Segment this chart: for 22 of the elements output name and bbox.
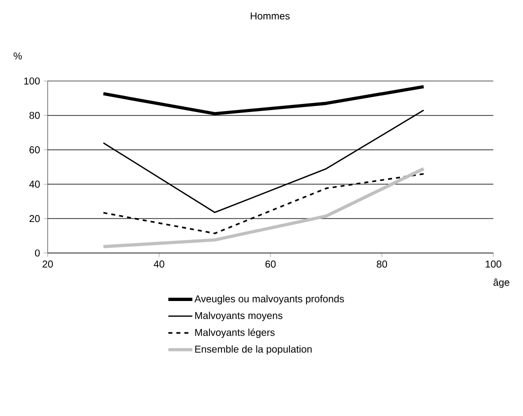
y-tick-label: 80 <box>29 112 40 119</box>
chart-title: Hommes <box>250 12 290 20</box>
x-tick-label: 60 <box>265 260 276 268</box>
x-tick-label: 80 <box>376 260 388 268</box>
legend-label: Malvoyants moyens <box>195 312 282 322</box>
y-tick-label: 40 <box>29 180 40 188</box>
line-series <box>102 85 426 116</box>
legend-label: Malvoyants légers <box>195 328 275 338</box>
legend-label: Ensemble de la population <box>195 345 312 355</box>
x-tick-label: 20 <box>42 260 53 268</box>
legend-label: Aveugles ou malvoyants profonds <box>194 295 344 304</box>
x-tick-label: 100 <box>486 260 502 268</box>
y-tick-label: 20 <box>30 215 40 222</box>
line-series <box>102 110 424 214</box>
line-series <box>102 167 426 248</box>
x-tick-label: 40 <box>154 260 164 268</box>
x-axis-title: âge <box>494 278 510 288</box>
y-tick-label: 100 <box>24 77 40 85</box>
line-series <box>102 173 424 234</box>
y-axis-title: % <box>14 52 22 60</box>
y-tick-label: 0 <box>34 249 40 257</box>
y-tick-label: 60 <box>30 146 40 154</box>
